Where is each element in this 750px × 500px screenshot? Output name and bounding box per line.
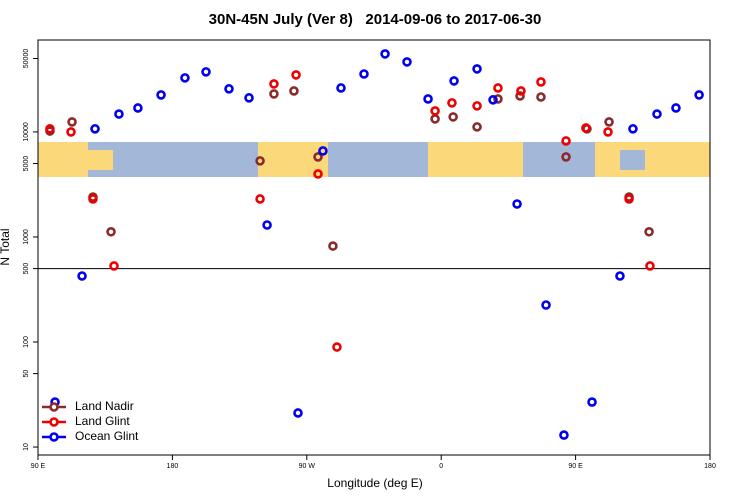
legend-label: Ocean Glint bbox=[75, 429, 139, 443]
map-land bbox=[428, 142, 523, 177]
point bbox=[493, 83, 503, 93]
point bbox=[244, 93, 254, 103]
point bbox=[515, 91, 525, 101]
point bbox=[380, 49, 390, 59]
point bbox=[332, 342, 342, 352]
series bbox=[50, 49, 704, 440]
point bbox=[628, 124, 638, 134]
point bbox=[603, 127, 613, 137]
point bbox=[269, 89, 279, 99]
point bbox=[67, 117, 77, 127]
point bbox=[604, 117, 614, 127]
point bbox=[541, 300, 551, 310]
legend-label: Land Glint bbox=[75, 414, 130, 428]
legend-marker bbox=[49, 432, 59, 442]
point bbox=[255, 194, 265, 204]
point bbox=[66, 127, 76, 137]
point bbox=[336, 83, 346, 93]
point bbox=[289, 86, 299, 96]
point bbox=[472, 122, 482, 132]
point bbox=[106, 226, 116, 237]
x-axis-label: Longitude (deg E) bbox=[327, 476, 422, 490]
point bbox=[318, 146, 328, 156]
point bbox=[114, 109, 124, 119]
x-tick-label: 90 E bbox=[568, 463, 583, 470]
point bbox=[45, 124, 55, 134]
map-band bbox=[38, 142, 710, 177]
point bbox=[402, 57, 412, 67]
x-tick-label: 180 bbox=[167, 463, 179, 470]
point bbox=[291, 70, 301, 80]
map-land bbox=[595, 142, 710, 177]
point bbox=[472, 64, 482, 74]
y-tick-label: 10000 bbox=[23, 122, 30, 142]
point bbox=[671, 103, 681, 113]
point bbox=[77, 271, 87, 281]
legend-label: Land Nadir bbox=[75, 399, 134, 413]
series bbox=[45, 70, 655, 352]
point bbox=[488, 95, 498, 105]
point bbox=[561, 136, 571, 146]
point bbox=[201, 67, 211, 77]
point bbox=[561, 152, 571, 162]
point bbox=[493, 94, 503, 104]
point bbox=[652, 109, 662, 119]
point bbox=[512, 199, 522, 209]
point bbox=[262, 220, 272, 230]
point bbox=[224, 84, 234, 94]
point bbox=[133, 103, 143, 113]
legend-marker bbox=[49, 417, 59, 427]
point bbox=[255, 156, 265, 166]
point bbox=[448, 112, 458, 122]
chart-title: 30N-45N July (Ver 8) 2014-09-06 to 2017-… bbox=[209, 11, 542, 28]
y-tick-label: 500 bbox=[23, 263, 30, 275]
point bbox=[109, 261, 119, 271]
legend-marker bbox=[49, 402, 59, 412]
y-tick-label: 50 bbox=[23, 370, 30, 378]
point bbox=[269, 79, 279, 89]
point bbox=[90, 124, 100, 134]
point bbox=[423, 94, 433, 104]
point bbox=[313, 152, 323, 162]
point bbox=[536, 77, 546, 87]
map-land bbox=[88, 150, 113, 170]
x-tick-label: 180 bbox=[704, 463, 716, 470]
point bbox=[449, 76, 459, 86]
x-tick-label: 90 W bbox=[299, 463, 316, 470]
point bbox=[624, 194, 634, 204]
y-tick-label: 50000 bbox=[23, 49, 30, 69]
point bbox=[328, 241, 338, 251]
point bbox=[88, 194, 98, 204]
plot-frame bbox=[37, 39, 711, 456]
point bbox=[559, 430, 569, 440]
y-tick-label: 10 bbox=[23, 443, 30, 451]
point bbox=[645, 261, 655, 271]
y-axis-label: N Total bbox=[0, 228, 12, 265]
y-tick-label: 5000 bbox=[23, 156, 30, 172]
point bbox=[615, 271, 625, 281]
point bbox=[156, 90, 166, 100]
point bbox=[472, 101, 482, 111]
map-ocean bbox=[620, 150, 645, 170]
x-tick-label: 0 bbox=[439, 463, 443, 470]
point bbox=[587, 397, 597, 407]
y-tick-label: 100 bbox=[23, 336, 30, 348]
point bbox=[694, 90, 704, 100]
map-land bbox=[38, 142, 88, 177]
point bbox=[516, 86, 526, 96]
y-tick-label: 1000 bbox=[23, 229, 30, 245]
point bbox=[644, 226, 654, 237]
point bbox=[581, 123, 591, 133]
point bbox=[447, 98, 457, 108]
point bbox=[313, 169, 323, 179]
point bbox=[359, 69, 369, 79]
point bbox=[430, 106, 440, 116]
point bbox=[536, 92, 546, 102]
point bbox=[180, 73, 190, 83]
point bbox=[293, 408, 303, 418]
x-tick-label: 90 E bbox=[31, 463, 46, 470]
